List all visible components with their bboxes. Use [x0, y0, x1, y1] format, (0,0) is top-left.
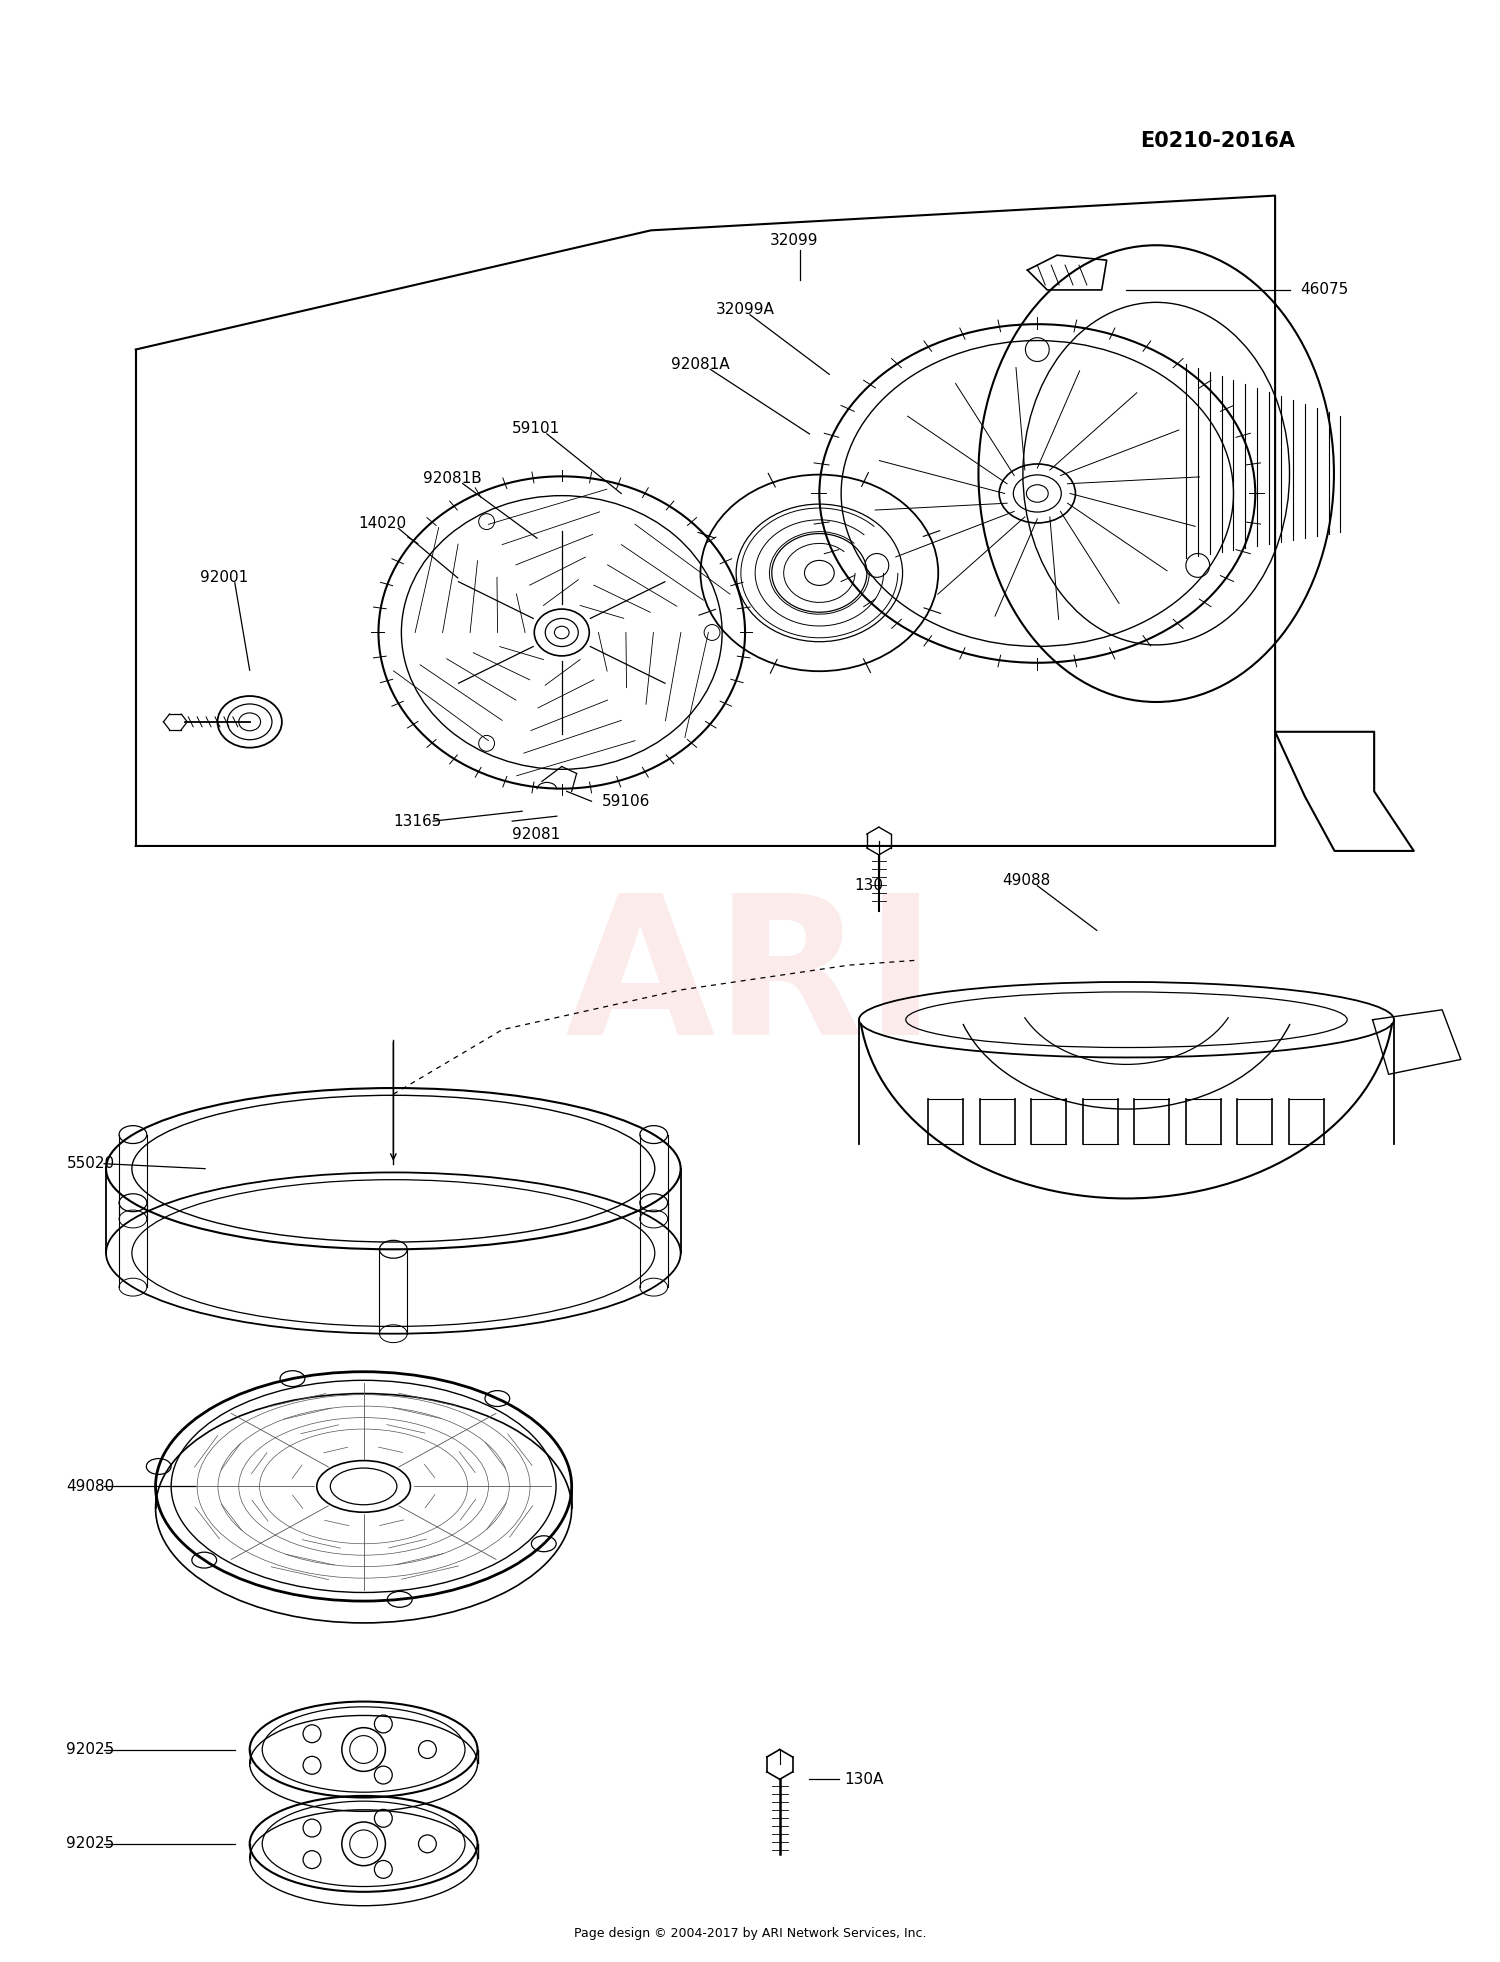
- Text: ARI: ARI: [564, 887, 936, 1075]
- Text: 32099: 32099: [770, 233, 819, 247]
- Text: 13165: 13165: [393, 814, 441, 828]
- Text: 49088: 49088: [1002, 873, 1052, 889]
- Ellipse shape: [238, 712, 261, 730]
- Text: 49080: 49080: [66, 1479, 114, 1493]
- Text: 92081: 92081: [512, 826, 561, 842]
- Text: 59101: 59101: [512, 422, 561, 436]
- Text: 92081A: 92081A: [670, 357, 729, 373]
- Ellipse shape: [1026, 485, 1048, 502]
- Text: 92001: 92001: [200, 571, 249, 585]
- Ellipse shape: [555, 626, 568, 640]
- Text: 59106: 59106: [602, 795, 650, 808]
- Text: 130A: 130A: [844, 1772, 883, 1787]
- Text: 55020: 55020: [66, 1156, 114, 1171]
- Text: 14020: 14020: [358, 516, 407, 532]
- Text: E0210-2016A: E0210-2016A: [1140, 131, 1294, 151]
- Text: 92081B: 92081B: [423, 471, 482, 487]
- Text: 32099A: 32099A: [716, 302, 774, 318]
- Text: 46075: 46075: [1300, 283, 1348, 298]
- Text: 130: 130: [853, 879, 883, 893]
- Text: Page design © 2004-2017 by ARI Network Services, Inc.: Page design © 2004-2017 by ARI Network S…: [573, 1927, 926, 1940]
- Text: 92025: 92025: [66, 1836, 114, 1852]
- Text: 92025: 92025: [66, 1742, 114, 1758]
